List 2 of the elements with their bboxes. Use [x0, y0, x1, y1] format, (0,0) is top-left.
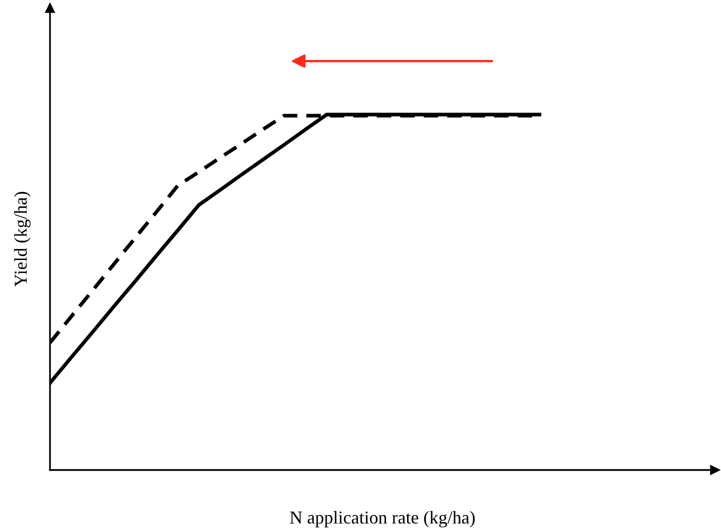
y-axis-title: Yield (kg/ha) [14, 192, 31, 287]
x-axis-title: N application rate (kg/ha) [290, 510, 475, 528]
